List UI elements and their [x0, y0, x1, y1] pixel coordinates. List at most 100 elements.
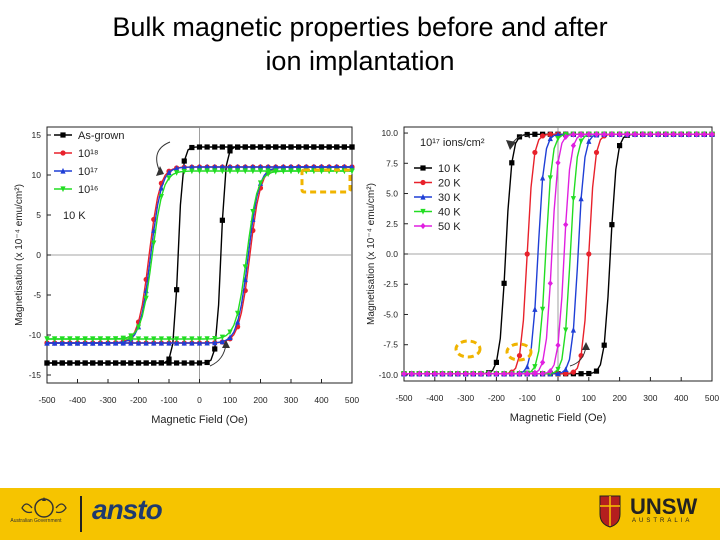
chart2-x-tick-label: -300: [457, 393, 474, 403]
chart1-series-marker: [235, 144, 241, 150]
chart1-series-marker: [196, 339, 203, 346]
chart1-sweep-arrowhead-top: [156, 166, 164, 176]
chart1-y-tick-label: 0: [36, 250, 41, 260]
chart1-legend-marker: [60, 186, 66, 193]
chart1-series-marker: [166, 336, 172, 343]
chart1-series-marker: [189, 168, 195, 175]
chart1-series-marker: [288, 168, 294, 175]
chart1-series-marker: [204, 163, 210, 170]
chart1-x-tick-label: 300: [284, 395, 298, 405]
chart1-series-marker: [166, 169, 172, 176]
chart2-series-marker: [570, 326, 576, 333]
chart1-series-marker: [67, 339, 73, 346]
chart2-series-marker: [447, 370, 453, 377]
chart1-y-tick-label: 15: [32, 130, 42, 140]
chart2-x-tick-label: -500: [395, 393, 412, 403]
chart2-legend-label: 30 K: [438, 192, 461, 204]
chart2-y-tick-label: 7.5: [386, 158, 398, 168]
chart1-x-tick-label: -100: [160, 395, 177, 405]
chart2-series-marker: [563, 366, 569, 373]
chart2-series-marker: [586, 251, 592, 257]
chart1-series-marker: [296, 163, 302, 170]
chart2-y-tick-label: -2.5: [383, 279, 398, 289]
chart2-legend-marker: [420, 179, 426, 186]
chart1-series-marker: [196, 360, 203, 366]
chart1-sweep-arrow-top: [156, 141, 171, 173]
chart1-series-marker: [334, 144, 340, 150]
chart2-series-marker: [555, 366, 561, 373]
chart2-series-marker: [409, 370, 415, 377]
chart2-series-marker: [694, 131, 700, 138]
chart2-series-marker: [540, 359, 546, 366]
chart2-series-marker: [655, 131, 661, 138]
chart2-y-tick-label: 2.5: [386, 219, 398, 229]
chart2-series-marker: [609, 222, 615, 228]
unsw-crest-icon: [599, 495, 621, 528]
chart1-series-marker: [52, 336, 58, 343]
chart1-series-marker: [219, 338, 225, 345]
chart1-series-marker: [242, 163, 248, 170]
chart1-series-marker: [250, 168, 256, 175]
chart1-series-marker: [181, 168, 187, 175]
chart2-series-marker: [501, 370, 507, 377]
chart2-x-tick-label: 200: [613, 393, 627, 403]
chart1-series-marker: [90, 336, 96, 343]
chart1-series-marker: [265, 163, 271, 170]
chart1-series-marker: [67, 336, 73, 343]
chart2-y-tick-label: -5.0: [383, 309, 398, 319]
chart2-series-marker: [524, 251, 530, 257]
chart2-y-tick-label: 5.0: [386, 189, 398, 199]
chart2-series-marker: [663, 131, 669, 138]
chart1-series-marker: [219, 163, 225, 170]
chart2-series-marker: [555, 342, 561, 349]
chart1-series-marker: [204, 339, 210, 346]
chart2-series-marker: [524, 363, 530, 370]
chart1-series-marker: [235, 318, 241, 325]
chart2-series-marker: [509, 370, 515, 377]
chart1-series-marker: [113, 360, 119, 366]
chart1-series-marker: [59, 339, 65, 346]
chart2-sweep-arrowhead-bottom: [582, 342, 590, 350]
chart2-series-marker: [570, 131, 576, 138]
chart1-series-marker: [212, 163, 218, 170]
chart1-series-marker: [189, 163, 195, 170]
chart1-series-marker: [227, 334, 233, 341]
chart1-series-marker: [143, 295, 149, 302]
chart1-x-tick-label: 500: [345, 395, 359, 405]
chart1-series-marker: [82, 339, 88, 346]
chart1-y-tick-label: 10: [32, 170, 42, 180]
chart1-y-tick-label: -10: [29, 330, 42, 340]
chart1-series-marker: [166, 360, 172, 366]
chart1-series-marker: [219, 334, 225, 341]
chart2-x-tick-label: -200: [488, 393, 505, 403]
chart1-series-marker: [158, 360, 164, 366]
hysteresis-charts: -500 -400 -300 -200 -100 0 100 200 300 400 500-15-…: [14, 126, 719, 426]
chart1-series-marker: [204, 168, 210, 175]
chart1-series-marker: [227, 168, 233, 175]
title-line-1: Bulk magnetic properties before and afte…: [112, 12, 608, 42]
chart2-series-marker: [532, 131, 538, 137]
chart1-series-marker: [174, 336, 180, 343]
chart1-series-marker: [204, 359, 210, 366]
chart2-series-marker: [640, 131, 646, 138]
chart2-x-tick-label: 400: [674, 393, 688, 403]
chart2-x-tick-label: -100: [519, 393, 536, 403]
chart2-series-marker: [578, 138, 584, 145]
australian-government-crest-icon: [21, 497, 67, 518]
chart1-series-marker: [158, 339, 164, 346]
chart2-series-marker: [586, 370, 592, 377]
chart2-legend-label: 10 K: [438, 163, 461, 175]
chart1-x-tick-label: -500: [38, 395, 55, 405]
chart2-series-marker: [555, 131, 561, 138]
chart1-series-marker: [174, 360, 180, 366]
chart2-series-marker: [586, 131, 592, 138]
chart2-legend-label: 20 K: [438, 178, 461, 190]
chart2-series-marker: [701, 131, 707, 138]
chart1-series-marker: [82, 336, 88, 343]
chart2-series-marker: [455, 370, 461, 377]
chart1-y-tick-label: 5: [36, 210, 41, 220]
chart2-series-marker: [540, 306, 546, 313]
chart1-series-marker: [311, 163, 317, 170]
chart1-series-marker: [120, 339, 126, 346]
chart1-series-marker: [242, 168, 248, 175]
